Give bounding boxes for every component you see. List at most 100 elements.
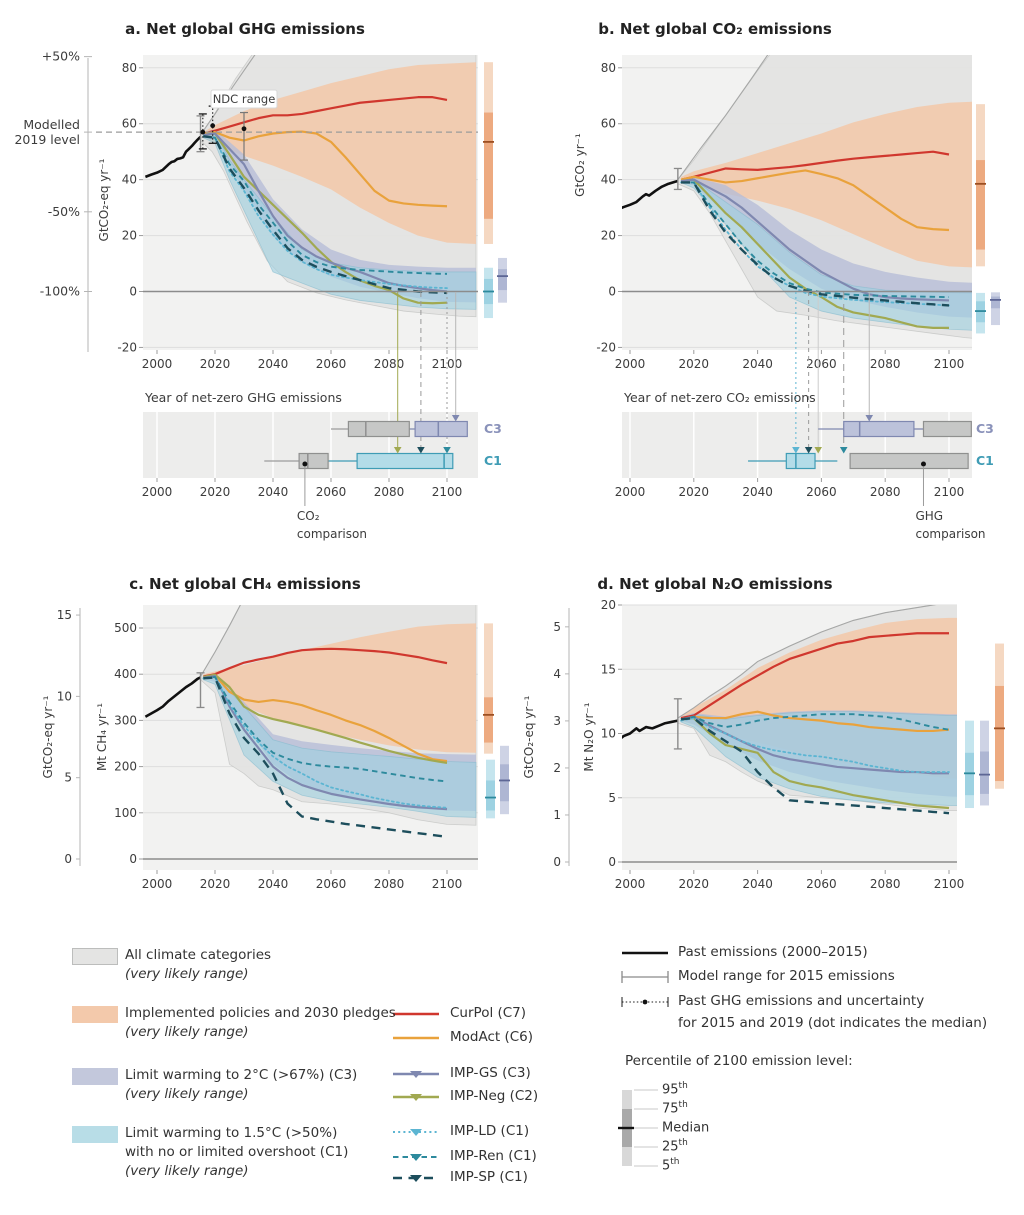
svg-text:2040: 2040 — [742, 357, 773, 371]
legend-line: Limit warming to 1.5°C (>50%) — [125, 1125, 338, 1141]
legend-samples — [393, 951, 669, 1182]
svg-text:2060: 2060 — [806, 357, 837, 371]
svg-text:40: 40 — [601, 173, 616, 187]
svg-text:100: 100 — [114, 806, 137, 820]
svg-text:2080: 2080 — [870, 357, 901, 371]
svg-text:200: 200 — [114, 760, 137, 774]
svg-text:80: 80 — [122, 61, 137, 75]
limit-15c-swatch — [72, 1126, 118, 1143]
svg-text:3: 3 — [553, 714, 561, 728]
svg-text:comparison: comparison — [915, 527, 985, 541]
svg-text:2060: 2060 — [316, 877, 347, 891]
panel-a-title: a. Net global GHG emissions — [125, 20, 365, 38]
svg-text:15: 15 — [57, 608, 72, 622]
svg-text:2020: 2020 — [200, 485, 231, 499]
svg-text:40: 40 — [122, 173, 137, 187]
svg-text:2020: 2020 — [200, 877, 231, 891]
svg-text:5: 5 — [553, 620, 561, 634]
svg-text:2000: 2000 — [615, 877, 646, 891]
svg-text:2040: 2040 — [258, 485, 289, 499]
svg-text:1: 1 — [553, 808, 561, 822]
legend-line: Limit warming to 2°C (>67%) (C3) — [125, 1067, 358, 1083]
imp-neg-legend-label: IMP-Neg (C2) — [450, 1088, 539, 1104]
percentile-95-label: 95th — [662, 1081, 688, 1098]
svg-text:2000: 2000 — [615, 485, 646, 499]
svg-text:2080: 2080 — [870, 877, 901, 891]
svg-text:2020: 2020 — [679, 485, 710, 499]
svg-text:+50%: +50% — [42, 49, 80, 64]
svg-text:GtCO₂-eq yr⁻¹: GtCO₂-eq yr⁻¹ — [41, 695, 55, 778]
imp-ld-legend-label: IMP-LD (C1) — [450, 1123, 530, 1139]
percentile-5-label: 5th — [662, 1157, 680, 1174]
svg-text:2000: 2000 — [615, 357, 646, 371]
svg-text:GtCO₂-eq yr⁻¹: GtCO₂-eq yr⁻¹ — [522, 695, 536, 778]
limit-2c-label: Limit warming to 2°C (>67%) (C3) (very l… — [125, 1066, 357, 1104]
svg-text:2020: 2020 — [679, 877, 710, 891]
svg-text:Modelled: Modelled — [23, 117, 80, 132]
implemented-policies-label: Implemented policies and 2030 pledges (v… — [125, 1004, 396, 1042]
legend-line: Implemented policies and 2030 pledges — [125, 1005, 396, 1021]
svg-text:0: 0 — [129, 852, 137, 866]
svg-text:2060: 2060 — [316, 357, 347, 371]
panel-b-title: b. Net global CO₂ emissions — [598, 20, 832, 38]
svg-text:2040: 2040 — [258, 357, 289, 371]
svg-text:2080: 2080 — [374, 357, 405, 371]
svg-text:2100: 2100 — [934, 877, 965, 891]
svg-text:-50%: -50% — [48, 204, 80, 219]
svg-text:0: 0 — [64, 852, 72, 866]
svg-text:300: 300 — [114, 713, 137, 727]
svg-text:Year of net-zero GHG emissions: Year of net-zero GHG emissions — [144, 390, 342, 405]
imp-ren-legend-label: IMP-Ren (C1) — [450, 1148, 537, 1164]
svg-text:2020: 2020 — [679, 357, 710, 371]
svg-text:5: 5 — [64, 771, 72, 785]
svg-text:Year of net-zero CO₂ emissions: Year of net-zero CO₂ emissions — [623, 390, 816, 405]
svg-text:4: 4 — [553, 667, 561, 681]
implemented-policies-swatch — [72, 1006, 118, 1023]
svg-text:C1: C1 — [484, 453, 502, 468]
svg-text:20: 20 — [601, 229, 616, 243]
svg-text:15: 15 — [601, 662, 616, 676]
svg-text:2: 2 — [553, 761, 561, 775]
svg-text:C3: C3 — [976, 421, 994, 436]
svg-text:GtCO₂ yr⁻¹: GtCO₂ yr⁻¹ — [573, 133, 587, 197]
svg-text:2060: 2060 — [806, 877, 837, 891]
svg-text:NDC range: NDC range — [213, 92, 276, 106]
all-categories-label: All climate categories (very likely rang… — [125, 946, 271, 984]
svg-text:2100: 2100 — [934, 357, 965, 371]
svg-text:-20: -20 — [596, 340, 616, 354]
percentile-title: Percentile of 2100 emission level: — [625, 1053, 853, 1069]
svg-text:0: 0 — [608, 855, 616, 869]
all-categories-swatch — [72, 948, 118, 965]
svg-text:0: 0 — [129, 285, 137, 299]
svg-text:GtCO₂-eq yr⁻¹: GtCO₂-eq yr⁻¹ — [97, 158, 111, 241]
svg-text:C1: C1 — [976, 453, 994, 468]
svg-text:20: 20 — [122, 229, 137, 243]
svg-text:C3: C3 — [484, 421, 502, 436]
imp-gs-legend-label: IMP-GS (C3) — [450, 1065, 531, 1081]
percentile-25-label: 25th — [662, 1138, 688, 1155]
legend-line: All climate categories — [125, 947, 272, 963]
svg-text:400: 400 — [114, 667, 137, 681]
svg-text:2020: 2020 — [200, 357, 231, 371]
svg-text:2000: 2000 — [142, 485, 173, 499]
svg-text:2100: 2100 — [934, 485, 965, 499]
legend-note: (very likely range) — [125, 1086, 249, 1102]
svg-text:500: 500 — [114, 621, 137, 635]
svg-text:20: 20 — [601, 598, 616, 612]
limit-2c-swatch — [72, 1068, 118, 1085]
legend-line: with no or limited overshoot (C1) — [125, 1144, 349, 1160]
imp-sp-legend-label: IMP-SP (C1) — [450, 1169, 528, 1185]
past-ghg-legend-label: Past GHG emissions and uncertainty — [678, 993, 925, 1009]
curpol-legend-label: CurPol (C7) — [450, 1005, 527, 1021]
svg-text:10: 10 — [601, 727, 616, 741]
svg-text:GHG: GHG — [915, 509, 943, 523]
svg-text:2060: 2060 — [316, 485, 347, 499]
legend-note: (very likely range) — [125, 966, 249, 982]
modact-legend-label: ModAct (C6) — [450, 1029, 534, 1045]
svg-text:60: 60 — [601, 117, 616, 131]
svg-text:Mt CH₄ yr⁻¹: Mt CH₄ yr⁻¹ — [95, 703, 109, 771]
